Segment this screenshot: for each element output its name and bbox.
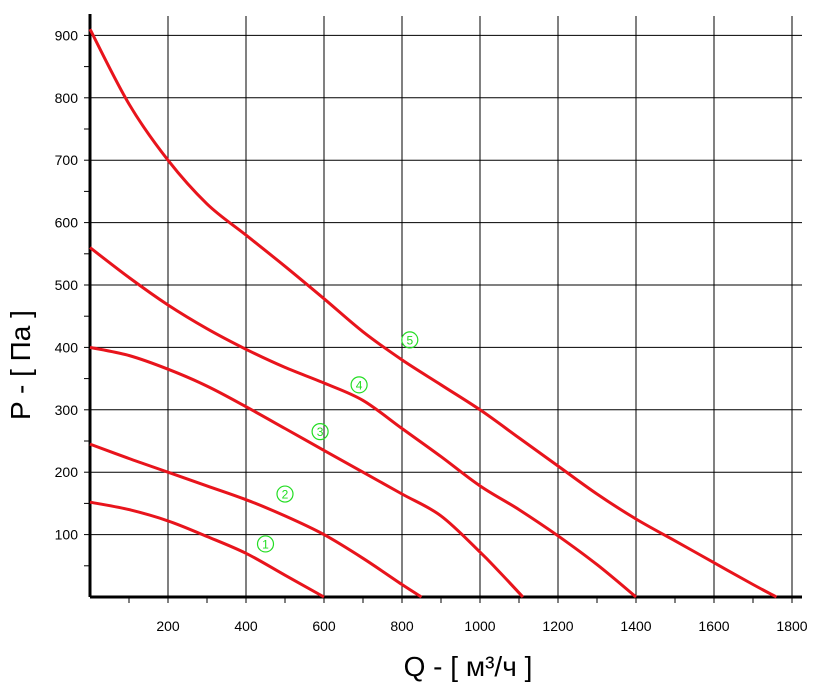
series-label-ring-3 [311, 423, 329, 441]
x-tick-label: 1600 [698, 618, 729, 634]
x-tick-label: 400 [234, 618, 258, 634]
series-line-2 [89, 442, 423, 599]
y-tick-label: 400 [55, 339, 79, 355]
y-tick-label: 700 [55, 152, 79, 168]
y-tick-label: 300 [55, 402, 79, 418]
x-tick-label: 1200 [542, 618, 573, 634]
y-tick-label: 200 [55, 464, 79, 480]
series-line-4 [89, 246, 637, 599]
series-line-1 [89, 500, 325, 599]
series-label-3: 3 [317, 425, 324, 439]
series-label-1: 1 [262, 537, 269, 551]
y-axis-title: P - [ Па ] [5, 310, 36, 420]
series-label-2: 2 [282, 488, 289, 502]
x-tick-label: 1400 [620, 618, 651, 634]
y-tick-label: 500 [55, 277, 79, 293]
series-label-ring-2 [276, 485, 294, 503]
series-label-5: 5 [406, 333, 413, 347]
x-tick-labels: 200 400 600 800 1000 1200 1400 1600 1800 [156, 618, 807, 634]
series-label-ring-5 [401, 331, 419, 349]
axes [84, 14, 802, 603]
series-label-ring-4 [350, 376, 368, 394]
x-tick-label: 200 [156, 618, 180, 634]
series-line-5 [88, 28, 778, 599]
series-lines [88, 28, 778, 599]
x-tick-label: 1000 [464, 618, 495, 634]
y-tick-label: 900 [55, 27, 79, 43]
y-tick-label: 100 [55, 527, 79, 543]
y-tick-label: 800 [55, 90, 79, 106]
y-tick-label: 600 [55, 215, 79, 231]
series-label-4: 4 [356, 378, 363, 392]
y-tick-labels: 100 200 300 400 500 600 700 800 900 [55, 27, 79, 542]
x-tick-label: 600 [312, 618, 336, 634]
x-tick-label: 1800 [776, 618, 807, 634]
x-axis-title: Q - [ м³/ч ] [404, 651, 533, 682]
series-label-ring-1 [256, 535, 275, 553]
series-labels: 1 2 3 4 5 [256, 331, 419, 553]
x-tick-label: 800 [390, 618, 414, 634]
series-line-3 [89, 345, 524, 599]
grid [90, 16, 802, 597]
